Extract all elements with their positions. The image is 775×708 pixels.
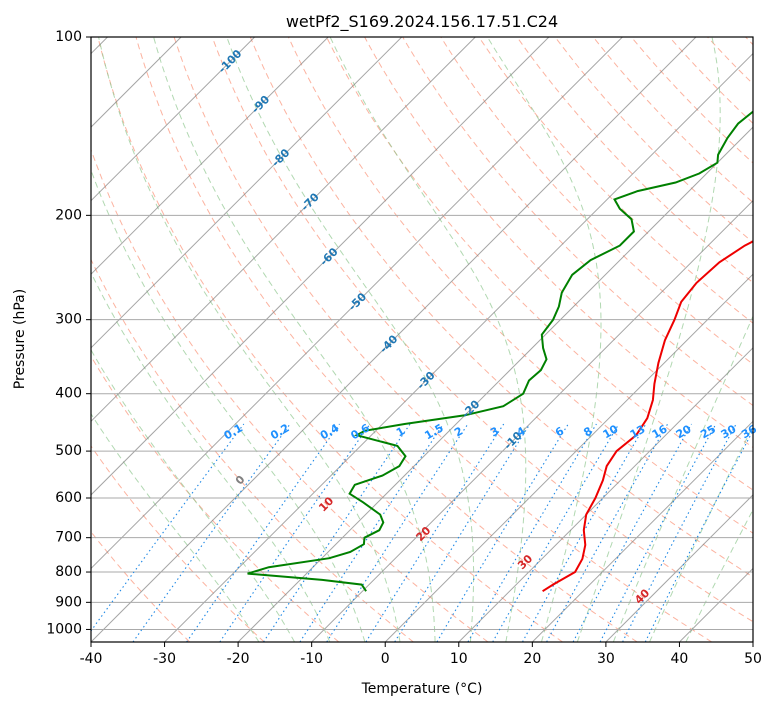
- y-tick-label: 700: [55, 530, 82, 546]
- x-tick-label: 40: [671, 651, 689, 667]
- y-tick-label: 300: [55, 312, 82, 328]
- isotherm-line: [605, 494, 753, 642]
- dry-adiabat-line: [91, 445, 265, 642]
- dry-adiabat-line: [135, 37, 638, 642]
- isotherm-line: [91, 37, 256, 202]
- y-tick-label: 500: [55, 443, 82, 459]
- isotherm-line: [458, 347, 753, 642]
- mixing-ratio-line: [263, 423, 411, 642]
- y-tick-label: 100: [55, 29, 82, 45]
- dry-adiabat-line: [97, 37, 563, 642]
- y-axis-label: Pressure (hPa): [12, 289, 28, 389]
- dry-adiabat-line: [211, 37, 753, 623]
- x-tick-label: 30: [597, 651, 615, 667]
- isotherm-line: [752, 641, 753, 642]
- series-layer: [247, 110, 753, 593]
- moist-adiabat-line: [649, 425, 753, 642]
- x-axis-label: Temperature (°C): [361, 681, 483, 697]
- mixing-ratio-line: [326, 423, 469, 642]
- mixing-ratio-line: [467, 423, 597, 642]
- y-tick-label: 900: [55, 594, 82, 610]
- axes: -40 -30 -20 -10 0 10 20 30 40 50 100 200 300 400 500 60…: [46, 29, 762, 667]
- mixing-ratio-line: [572, 423, 692, 642]
- temperature-line: [542, 240, 753, 593]
- isotherm-line: [311, 199, 753, 642]
- y-tick-label: 400: [55, 386, 82, 402]
- plot-frame: [90, 36, 754, 643]
- moist-adiabat-line: [329, 37, 527, 642]
- isotherm-line: [91, 37, 623, 570]
- isotherm-line: [91, 37, 476, 423]
- mixing-ratio-line: [299, 423, 444, 642]
- x-tick-label: -30: [153, 651, 176, 667]
- dry-adiabat-line: [326, 37, 753, 491]
- plot-background: [91, 37, 753, 642]
- dry-adiabat-line: [592, 37, 753, 204]
- x-tick-label: 50: [744, 651, 762, 667]
- isotherm-line: [91, 37, 329, 275]
- isotherm-line: [91, 37, 697, 642]
- moist-adiabat-line: [91, 412, 260, 642]
- x-tick-label: -10: [300, 651, 323, 667]
- dry-adiabat-line: [630, 37, 753, 164]
- mixing-ratio-line: [546, 423, 669, 642]
- isotherm-line: [91, 37, 403, 349]
- y-tick-label: 1000: [46, 621, 82, 637]
- x-tick-label: 20: [523, 651, 541, 667]
- y-tick-label: 200: [55, 207, 82, 223]
- isotherm-line: [384, 273, 753, 642]
- moist-adiabat-line: [612, 314, 753, 642]
- background-lines: [91, 37, 753, 642]
- mixing-ratio-line: [492, 423, 620, 642]
- dry-adiabat-line: [173, 37, 713, 642]
- dry-adiabat-line: [287, 37, 753, 534]
- x-tick-label: -40: [80, 651, 103, 667]
- dry-adiabat-line: [478, 37, 753, 324]
- isotherm-line: [164, 52, 753, 642]
- x-tick-label: -20: [227, 651, 250, 667]
- mixing-ratio-line: [219, 423, 371, 642]
- dewpoint-line: [247, 110, 753, 592]
- x-tick-label: 0: [381, 651, 390, 667]
- mixing-ratio-line: [186, 423, 340, 642]
- moist-adiabat-line: [91, 349, 295, 642]
- moist-adiabat-line: [486, 37, 602, 642]
- dry-adiabat-line: [249, 37, 753, 578]
- dry-adiabat-line: [402, 37, 753, 407]
- isotherm-line: [91, 37, 550, 496]
- y-tick-label: 600: [55, 490, 82, 506]
- isotherm-line: [531, 420, 753, 642]
- mixing-ratio-line: [91, 423, 245, 632]
- y-tick-label: 800: [55, 564, 82, 580]
- mixing-ratio-line: [132, 423, 291, 642]
- moist-adiabat-line: [91, 271, 331, 642]
- moist-adiabat-line: [98, 37, 401, 642]
- mixing-ratio-line: [436, 423, 569, 642]
- moist-adiabat-line: [91, 168, 366, 642]
- x-tick-label: 10: [450, 651, 468, 667]
- dry-adiabat-line: [91, 258, 414, 642]
- isotherm-line: [237, 126, 753, 642]
- chart-title: wetPf2_S169.2024.156.17.51.C24: [286, 12, 558, 32]
- moist-adiabat-line: [153, 37, 436, 642]
